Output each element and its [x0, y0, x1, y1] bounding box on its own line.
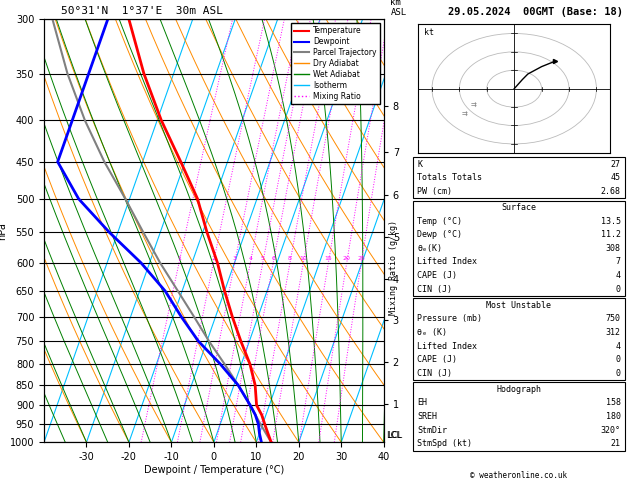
Text: 8: 8 [288, 256, 292, 261]
Text: Totals Totals: Totals Totals [417, 174, 482, 182]
Text: $\rightrightarrows$: $\rightrightarrows$ [460, 110, 469, 119]
Text: 0: 0 [616, 355, 621, 364]
Text: 1: 1 [177, 256, 181, 261]
Text: 320°: 320° [601, 426, 621, 434]
Text: 2.68: 2.68 [601, 187, 621, 196]
Text: CAPE (J): CAPE (J) [417, 271, 457, 280]
X-axis label: Dewpoint / Temperature (°C): Dewpoint / Temperature (°C) [144, 465, 284, 475]
Text: SREH: SREH [417, 412, 437, 421]
Text: θₑ(K): θₑ(K) [417, 244, 442, 253]
Text: 7: 7 [616, 258, 621, 266]
Text: 308: 308 [606, 244, 621, 253]
Text: CAPE (J): CAPE (J) [417, 355, 457, 364]
Text: Most Unstable: Most Unstable [486, 301, 552, 310]
Legend: Temperature, Dewpoint, Parcel Trajectory, Dry Adiabat, Wet Adiabat, Isotherm, Mi: Temperature, Dewpoint, Parcel Trajectory… [291, 23, 380, 104]
Text: 5: 5 [261, 256, 265, 261]
Text: θₑ (K): θₑ (K) [417, 328, 447, 337]
Text: © weatheronline.co.uk: © weatheronline.co.uk [470, 471, 567, 480]
Text: Pressure (mb): Pressure (mb) [417, 314, 482, 323]
Text: 4: 4 [616, 271, 621, 280]
Text: $\rightrightarrows$: $\rightrightarrows$ [469, 101, 477, 109]
Text: PW (cm): PW (cm) [417, 187, 452, 196]
Text: km
ASL: km ASL [391, 0, 406, 17]
Text: 750: 750 [606, 314, 621, 323]
Text: 45: 45 [611, 174, 621, 182]
Text: K: K [417, 160, 422, 169]
Text: 27: 27 [611, 160, 621, 169]
Text: LCL: LCL [387, 431, 402, 440]
Text: 13.5: 13.5 [601, 217, 621, 226]
Text: Surface: Surface [501, 203, 537, 212]
Text: kt: kt [424, 28, 434, 37]
Text: Lifted Index: Lifted Index [417, 258, 477, 266]
Text: 180: 180 [606, 412, 621, 421]
Text: 50°31'N  1°37'E  30m ASL: 50°31'N 1°37'E 30m ASL [61, 6, 223, 16]
Text: CIN (J): CIN (J) [417, 369, 452, 378]
Text: Lifted Index: Lifted Index [417, 342, 477, 350]
Text: 0: 0 [616, 369, 621, 378]
Text: 25: 25 [357, 256, 365, 261]
Text: 4: 4 [616, 342, 621, 350]
Text: CIN (J): CIN (J) [417, 285, 452, 294]
Text: 10: 10 [299, 256, 307, 261]
Text: 0: 0 [616, 285, 621, 294]
Text: Hodograph: Hodograph [496, 385, 542, 394]
Text: Mixing Ratio (g/kg): Mixing Ratio (g/kg) [389, 220, 398, 315]
Y-axis label: hPa: hPa [0, 222, 7, 240]
Text: 20: 20 [343, 256, 350, 261]
Text: LCL: LCL [386, 431, 401, 440]
Text: 29.05.2024  00GMT (Base: 18): 29.05.2024 00GMT (Base: 18) [448, 7, 623, 17]
Text: 3: 3 [233, 256, 237, 261]
Text: EH: EH [417, 399, 427, 407]
Text: StmDir: StmDir [417, 426, 447, 434]
Text: Temp (°C): Temp (°C) [417, 217, 462, 226]
Text: 11.2: 11.2 [601, 230, 621, 239]
Text: 21: 21 [611, 439, 621, 448]
Text: StmSpd (kt): StmSpd (kt) [417, 439, 472, 448]
Text: 15: 15 [325, 256, 332, 261]
Text: 312: 312 [606, 328, 621, 337]
Text: Dewp (°C): Dewp (°C) [417, 230, 462, 239]
Text: 4: 4 [248, 256, 252, 261]
Text: 2: 2 [211, 256, 215, 261]
Text: 158: 158 [606, 399, 621, 407]
Text: 6: 6 [271, 256, 275, 261]
